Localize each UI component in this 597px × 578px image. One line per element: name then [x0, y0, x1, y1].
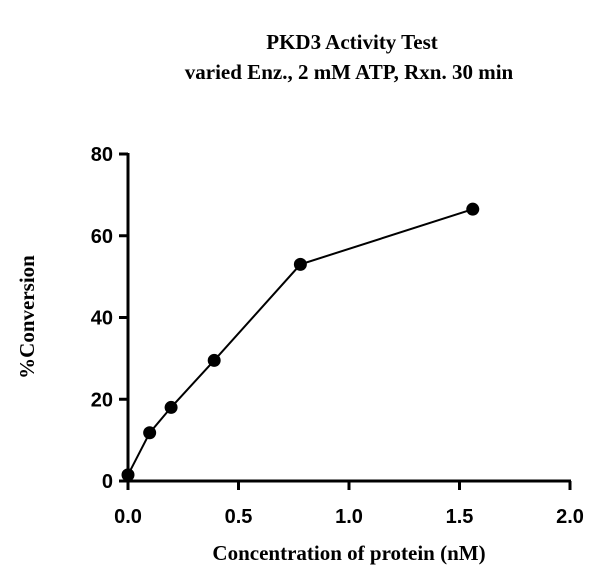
y-tick-label: 40: [91, 308, 113, 330]
x-tick-label: 1.5: [446, 506, 474, 528]
x-tick-label: 1.0: [335, 506, 363, 528]
x-tick-label: 2.0: [556, 506, 584, 528]
data-point: [143, 426, 157, 440]
y-tick-label: 20: [91, 389, 113, 411]
y-tick-label: 0: [102, 471, 113, 493]
data-point: [207, 353, 221, 367]
y-ticks: 0 20 40 60 80: [91, 144, 128, 493]
y-tick-label: 80: [91, 144, 113, 166]
data-point: [164, 400, 178, 414]
x-tick-label: 0.0: [114, 506, 142, 528]
plot-area: [121, 202, 480, 482]
x-axis-label: Concentration of protein (nM): [212, 541, 485, 565]
chart-subtitle: varied Enz., 2 mM ATP, Rxn. 30 min: [185, 60, 514, 84]
x-ticks: 0.0 0.5 1.0 1.5 2.0: [114, 481, 584, 528]
data-point: [293, 257, 307, 271]
y-tick-label: 60: [91, 226, 113, 248]
series-line-0: [127, 208, 474, 476]
data-point: [466, 202, 480, 216]
chart-title: PKD3 Activity Test: [266, 30, 438, 54]
y-axis-label: %Conversion: [15, 255, 39, 379]
x-tick-label: 0.5: [225, 506, 253, 528]
